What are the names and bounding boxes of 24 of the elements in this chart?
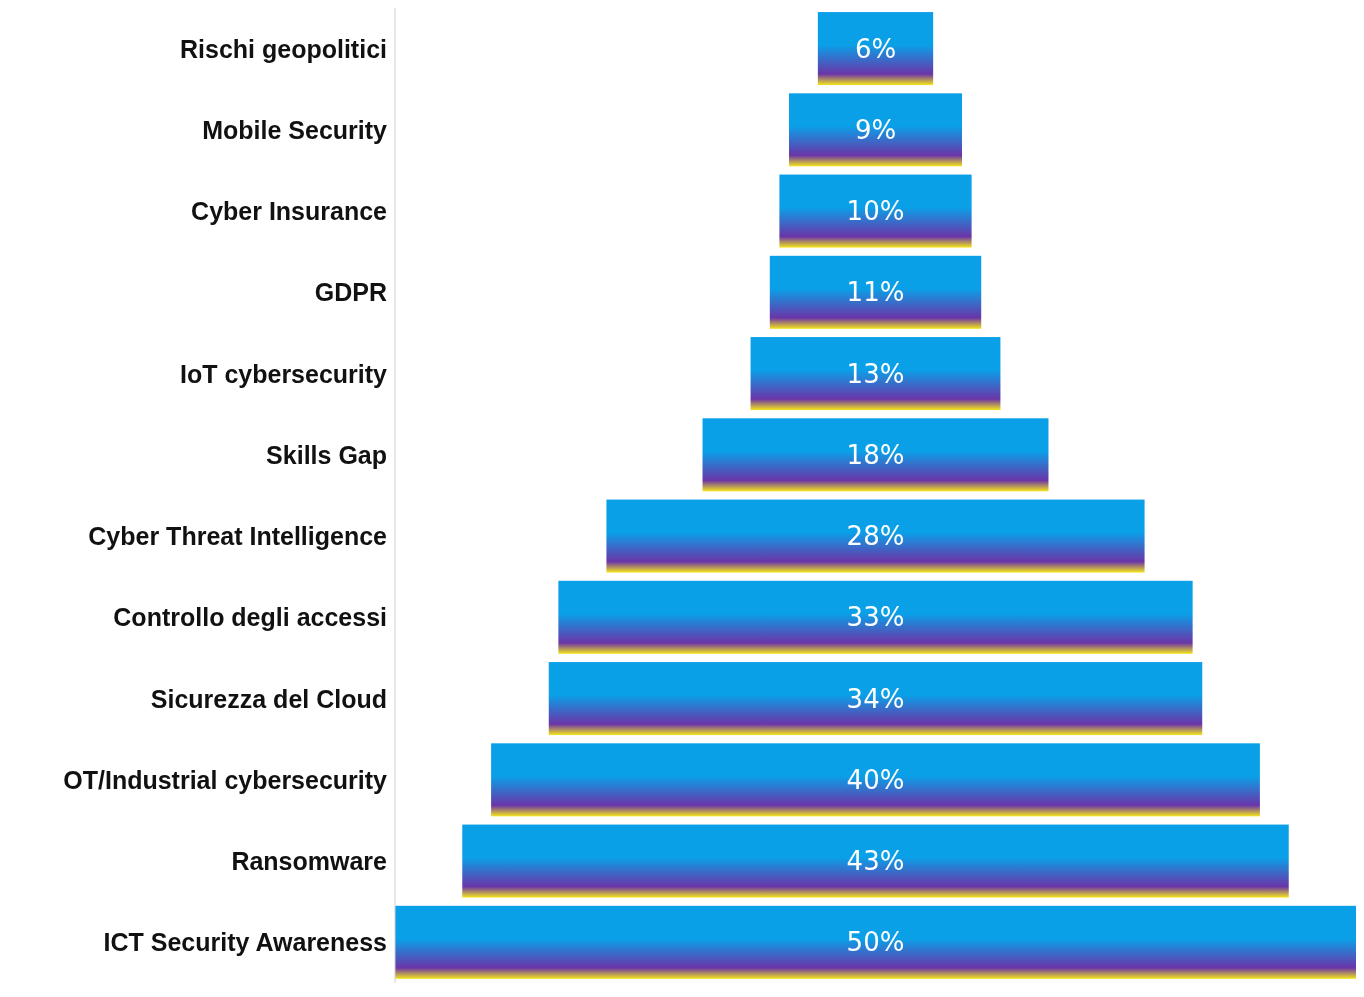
category-label: ICT Security Awareness [103,928,387,957]
category-label: Cyber Threat Intelligence [88,522,388,550]
category-label: Skills Gap [266,440,387,469]
category-label: Sicurezza del Cloud [150,684,387,713]
data-label: 33% [846,602,905,633]
data-label: 10% [846,196,905,227]
data-label: 13% [846,358,905,389]
category-label: IoT cybersecurity [179,359,388,388]
data-label: 6% [854,33,897,64]
category-label: Ransomware [231,847,388,875]
data-label: 11% [846,277,905,308]
data-label: 28% [846,521,905,552]
category-label: Rischi geopolitici [180,34,387,63]
data-label: 50% [846,927,905,958]
data-label: 40% [846,764,905,795]
data-label: 34% [846,683,905,714]
category-label: Cyber Insurance [191,197,388,225]
category-label: Mobile Security [202,115,388,144]
category-label: GDPR [314,278,387,307]
data-label: 18% [846,439,905,470]
category-label: Controllo degli accessi [113,603,387,632]
data-label: 43% [846,846,905,877]
category-label: OT/Industrial cybersecurity [63,765,388,794]
data-label: 9% [854,114,897,145]
